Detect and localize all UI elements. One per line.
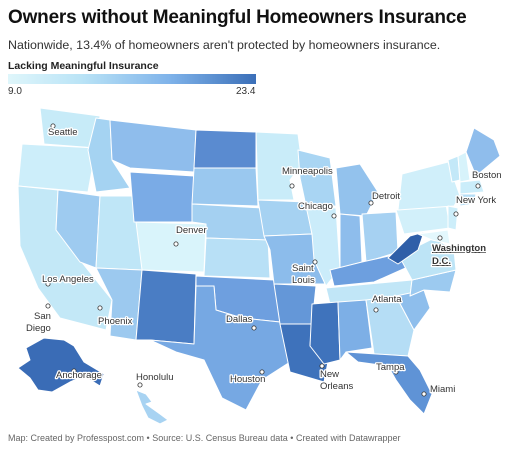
- city-dot-phoenix: [97, 305, 103, 311]
- state-shapes: [17, 107, 501, 425]
- city-dot-honolulu: [137, 382, 143, 388]
- city-dot-washington-d-c: [437, 235, 443, 241]
- state-new-jersey: [447, 205, 459, 231]
- city-dot-san-diego: [45, 303, 51, 309]
- city-label-minneapolis: Minneapolis: [282, 166, 333, 177]
- city-label-new-orleans: New Orleans: [320, 369, 354, 392]
- city-label-boston: Boston: [472, 170, 502, 181]
- state-missouri: [263, 233, 329, 285]
- state-florida: [345, 351, 433, 415]
- state-kansas: [203, 237, 271, 279]
- state-hawaii: [135, 389, 169, 425]
- state-new-mexico: [135, 269, 197, 345]
- legend-title: Lacking Meaningful Insurance: [8, 60, 159, 72]
- city-label-washington-d-c: Washington D.C.: [432, 243, 486, 267]
- state-arizona: [95, 267, 143, 341]
- city-label-saint-louis: Saint Louis: [292, 263, 315, 286]
- state-illinois: [305, 205, 341, 287]
- state-oregon: [17, 143, 97, 193]
- city-label-atlanta: Atlanta: [372, 294, 402, 305]
- state-alaska: [17, 337, 105, 393]
- city-markers: Seattle Minneapolis Boston Detroit New York C…: [25, 123, 503, 397]
- city-dot-detroit: [368, 200, 374, 206]
- legend-color-bar: [8, 74, 256, 84]
- city-dot-minneapolis: [289, 183, 295, 189]
- state-wisconsin: [297, 149, 337, 207]
- city-label-seattle: Seattle: [48, 127, 78, 138]
- city-label-chicago: Chicago: [298, 201, 333, 212]
- chart-subtitle: Nationwide, 13.4% of homeowners aren't p…: [8, 38, 441, 52]
- state-massachusetts: [459, 179, 485, 195]
- city-label-honolulu: Honolulu: [136, 372, 174, 383]
- city-dot-chicago: [331, 213, 337, 219]
- map-footer-credits: Map: Created by Professpost.com • Source…: [8, 433, 401, 443]
- city-dot-new-orleans: [319, 363, 325, 369]
- city-label-denver: Denver: [176, 225, 207, 236]
- city-dot-anchorage: [71, 368, 77, 374]
- state-maine: [465, 127, 501, 177]
- city-label-miami: Miami: [430, 384, 455, 395]
- state-new-hampshire: [457, 151, 471, 183]
- city-dot-seattle: [50, 123, 56, 129]
- city-label-phoenix: Phoenix: [98, 316, 133, 327]
- city-dot-saint-louis: [312, 259, 318, 265]
- state-indiana: [339, 213, 363, 269]
- legend-max-label: 23.4: [236, 86, 256, 97]
- city-label-detroit: Detroit: [372, 191, 400, 202]
- city-label-los-angeles: Los Angeles: [42, 274, 94, 285]
- state-wyoming: [129, 171, 195, 223]
- state-south-dakota: [191, 167, 259, 207]
- city-label-houston: Houston: [230, 374, 265, 385]
- state-connecticut: [459, 193, 477, 207]
- city-dot-new-york: [453, 211, 459, 217]
- chart-title: Owners without Meaningful Homeowners Ins…: [8, 7, 467, 28]
- city-dot-boston: [475, 183, 481, 189]
- city-dot-atlanta: [373, 307, 379, 313]
- city-label-new-york: New York: [456, 195, 496, 206]
- city-dot-denver: [173, 241, 179, 247]
- state-maryland: [417, 229, 451, 245]
- state-michigan: [335, 163, 379, 217]
- state-new-york: [397, 161, 461, 211]
- legend-min-label: 9.0: [8, 86, 22, 97]
- state-north-dakota: [193, 129, 257, 169]
- city-dot-dallas: [251, 325, 257, 331]
- state-texas: [149, 285, 291, 411]
- state-west-virginia: [387, 231, 425, 265]
- city-label-anchorage: Anchorage: [56, 370, 102, 381]
- city-dot-miami: [421, 391, 427, 397]
- state-mississippi: [309, 301, 341, 365]
- city-label-tampa: Tampa: [376, 362, 405, 373]
- state-nevada: [55, 189, 101, 269]
- city-dot-los-angeles: [45, 281, 51, 287]
- city-dot-houston: [259, 369, 265, 375]
- state-arkansas: [273, 283, 317, 325]
- city-label-dallas: Dallas: [226, 314, 253, 325]
- state-alabama: [337, 299, 373, 361]
- state-montana: [109, 119, 197, 173]
- city-dot-tampa: [393, 369, 399, 375]
- city-label-san-diego: San Diego: [26, 311, 51, 334]
